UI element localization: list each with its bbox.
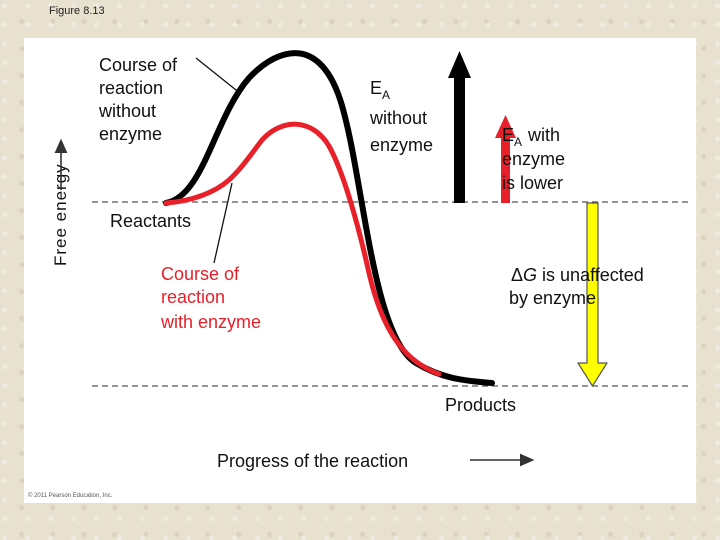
reactants-label: Reactants — [110, 211, 191, 231]
ea-without-symbol: E — [370, 78, 382, 98]
x-axis-label: Progress of the reaction — [217, 451, 408, 471]
delta-symbol: Δ — [511, 265, 523, 285]
course-with-line-1: Course of — [161, 264, 240, 284]
catalyzed-leader-line — [213, 182, 233, 264]
uncatalyzed-reaction-curve — [163, 50, 495, 386]
delta-g-line-1-rest: is unaffected — [537, 265, 644, 285]
catalyzed-reaction-curve — [163, 121, 442, 377]
course-with-enzyme-label: Course of reaction with enzyme — [160, 264, 261, 332]
energy-diagram: Free energy Progress of the reaction Cou… — [51, 50, 692, 471]
delta-g-arrow — [577, 202, 608, 387]
ea-with-line-2: enzyme — [502, 149, 565, 169]
ea-with-subscript: A — [514, 135, 522, 149]
diagram-panel: Free energy Progress of the reaction Cou… — [24, 38, 696, 503]
course-without-line-2: reaction — [99, 78, 163, 98]
ea-without-line-2: without — [369, 108, 427, 128]
course-without-enzyme-label: Course of reaction without enzyme — [98, 55, 182, 144]
products-label: Products — [445, 395, 516, 415]
ea-without-enzyme-label: EA without enzyme — [369, 78, 433, 155]
course-without-line-1: Course of — [99, 55, 178, 75]
course-with-line-3: with enzyme — [160, 312, 261, 332]
ea-with-enzyme-arrow — [495, 115, 516, 203]
course-without-line-4: enzyme — [99, 124, 162, 144]
delta-g-line-2: by enzyme — [509, 288, 596, 308]
ea-with-symbol: E — [502, 125, 514, 145]
ea-with-line-3: is lower — [502, 173, 563, 193]
ea-with-line-1-rest: with — [527, 125, 560, 145]
ea-without-line-3: enzyme — [370, 135, 433, 155]
y-axis-label: Free energy — [51, 163, 70, 266]
copyright-text: © 2011 Pearson Education, Inc. — [28, 493, 113, 499]
course-with-line-2: reaction — [161, 287, 225, 307]
ea-without-subscript: A — [382, 88, 390, 102]
course-without-line-3: without — [98, 101, 156, 121]
ea-without-enzyme-arrow — [448, 51, 471, 203]
g-symbol: G — [523, 265, 537, 285]
uncatalyzed-leader-line — [195, 57, 242, 95]
figure-label: Figure 8.13 — [49, 5, 105, 17]
ea-with-enzyme-label: EA with enzyme is lower — [502, 125, 570, 193]
delta-g-label: ΔG is unaffected by enzyme — [509, 265, 649, 308]
